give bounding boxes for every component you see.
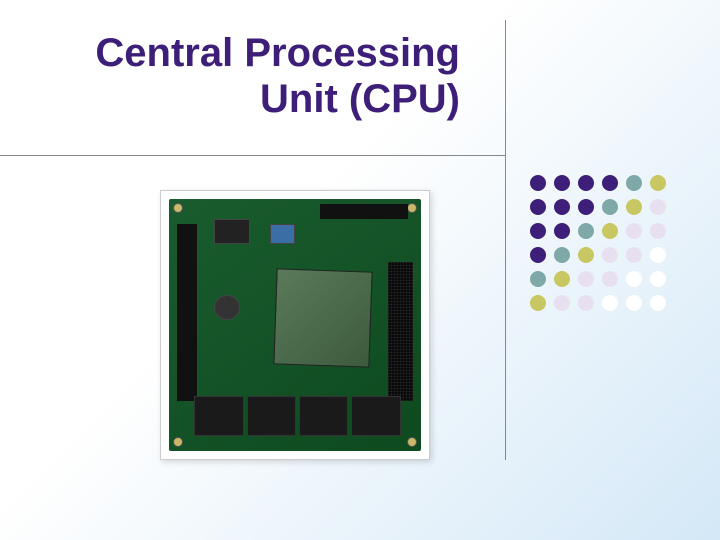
dot-row	[530, 199, 666, 215]
decorative-dot-icon	[602, 223, 618, 239]
pin-header-icon	[177, 224, 197, 400]
ram-chip-icon	[194, 396, 243, 436]
decorative-dot-icon	[530, 295, 546, 311]
dot-row	[530, 223, 666, 239]
decorative-dot-icon	[602, 295, 618, 311]
decorative-dot-icon	[554, 199, 570, 215]
decorative-dot-icon	[554, 271, 570, 287]
mount-hole-icon	[407, 437, 417, 447]
decorative-dot-grid	[530, 175, 666, 319]
small-chip-icon	[214, 219, 249, 244]
decorative-dot-icon	[626, 175, 642, 191]
decorative-dot-icon	[578, 223, 594, 239]
cpu-image	[160, 190, 430, 460]
title-line-1: Central Processing	[60, 30, 460, 76]
decorative-dot-icon	[554, 295, 570, 311]
decorative-dot-icon	[602, 271, 618, 287]
decorative-dot-icon	[530, 247, 546, 263]
decorative-dot-icon	[578, 175, 594, 191]
dot-row	[530, 175, 666, 191]
decorative-dot-icon	[554, 247, 570, 263]
decorative-dot-icon	[650, 199, 666, 215]
decorative-dot-icon	[650, 223, 666, 239]
pin-header-icon	[320, 204, 408, 219]
decorative-dot-icon	[578, 247, 594, 263]
decorative-dot-icon	[650, 271, 666, 287]
horizontal-divider	[0, 155, 505, 156]
mount-hole-icon	[407, 203, 417, 213]
pin-grid-icon	[388, 262, 413, 401]
dot-row	[530, 295, 666, 311]
decorative-dot-icon	[626, 247, 642, 263]
capacitor-icon	[214, 295, 239, 320]
dot-row	[530, 247, 666, 263]
decorative-dot-icon	[650, 295, 666, 311]
decorative-dot-icon	[554, 175, 570, 191]
ram-row	[194, 396, 401, 436]
dot-row	[530, 271, 666, 287]
ram-chip-icon	[351, 396, 400, 436]
cpu-chip-icon	[273, 268, 372, 367]
decorative-dot-icon	[578, 271, 594, 287]
mount-hole-icon	[173, 437, 183, 447]
decorative-dot-icon	[626, 199, 642, 215]
ram-chip-icon	[299, 396, 348, 436]
circuit-board-graphic	[169, 199, 421, 451]
decorative-dot-icon	[578, 295, 594, 311]
decorative-dot-icon	[530, 223, 546, 239]
decorative-dot-icon	[554, 223, 570, 239]
decorative-dot-icon	[530, 271, 546, 287]
decorative-dot-icon	[578, 199, 594, 215]
title-line-2: Unit (CPU)	[60, 76, 460, 122]
small-chip-icon	[270, 224, 295, 244]
decorative-dot-icon	[530, 199, 546, 215]
decorative-dot-icon	[626, 295, 642, 311]
decorative-dot-icon	[626, 271, 642, 287]
decorative-dot-icon	[626, 223, 642, 239]
slide-title: Central Processing Unit (CPU)	[60, 30, 460, 122]
decorative-dot-icon	[602, 175, 618, 191]
vertical-divider	[505, 20, 506, 460]
decorative-dot-icon	[530, 175, 546, 191]
decorative-dot-icon	[602, 199, 618, 215]
mount-hole-icon	[173, 203, 183, 213]
decorative-dot-icon	[650, 175, 666, 191]
ram-chip-icon	[247, 396, 296, 436]
decorative-dot-icon	[650, 247, 666, 263]
decorative-dot-icon	[602, 247, 618, 263]
